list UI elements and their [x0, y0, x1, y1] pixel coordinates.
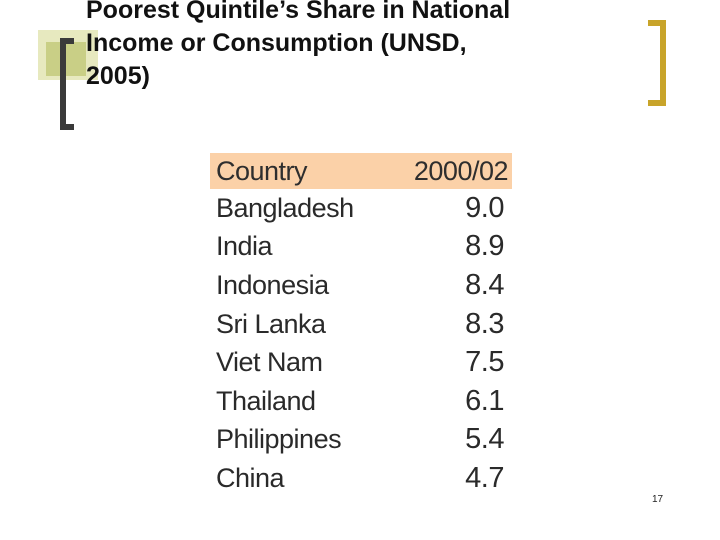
title-line-1: Poorest Quintile’s Share in National	[86, 0, 511, 24]
left-bracket-decoration	[60, 38, 74, 130]
title-line-2: Income or Consumption (UNSD,	[86, 29, 467, 57]
value-cell: 8.9	[465, 230, 504, 263]
table-row: Philippines 5.4	[210, 421, 512, 460]
column-header-country: Country	[210, 153, 387, 189]
table-header-row: Country 2000/02	[210, 153, 512, 189]
value-cell: 8.3	[465, 307, 504, 340]
slide-title: Poorest Quintile’s Share in National Inc…	[86, 0, 646, 93]
country-cell: India	[216, 231, 273, 262]
table-row: Viet Nam 7.5	[210, 343, 512, 382]
column-header-period: 2000/02	[386, 153, 512, 189]
country-cell: Philippines	[216, 424, 342, 455]
quintile-share-table: Country 2000/02 Bangladesh 9.0 India 8.9…	[210, 153, 512, 498]
country-cell: Indonesia	[216, 269, 329, 300]
value-cell: 6.1	[465, 384, 504, 417]
title-line-3: 2005)	[86, 62, 150, 90]
table-row: Sri Lanka 8.3	[210, 305, 512, 344]
table-row: Bangladesh 9.0	[210, 189, 512, 228]
value-cell: 8.4	[465, 268, 504, 301]
decorative-square-dark	[46, 42, 86, 76]
value-cell: 5.4	[465, 423, 504, 456]
country-cell: Sri Lanka	[216, 308, 326, 339]
value-cell: 7.5	[465, 346, 504, 379]
value-cell: 4.7	[465, 461, 504, 494]
country-cell: Viet Nam	[216, 347, 323, 378]
country-cell: China	[216, 462, 285, 493]
value-cell: 9.0	[465, 191, 504, 224]
country-cell: Thailand	[216, 385, 316, 416]
page-number: 17	[652, 494, 664, 505]
table-row: Indonesia 8.4	[210, 266, 512, 305]
right-bracket-decoration	[648, 20, 666, 106]
table-row: Thailand 6.1	[210, 382, 512, 421]
table-row: China 4.7	[210, 459, 512, 498]
table-row: India 8.9	[210, 228, 512, 267]
country-cell: Bangladesh	[216, 192, 354, 223]
